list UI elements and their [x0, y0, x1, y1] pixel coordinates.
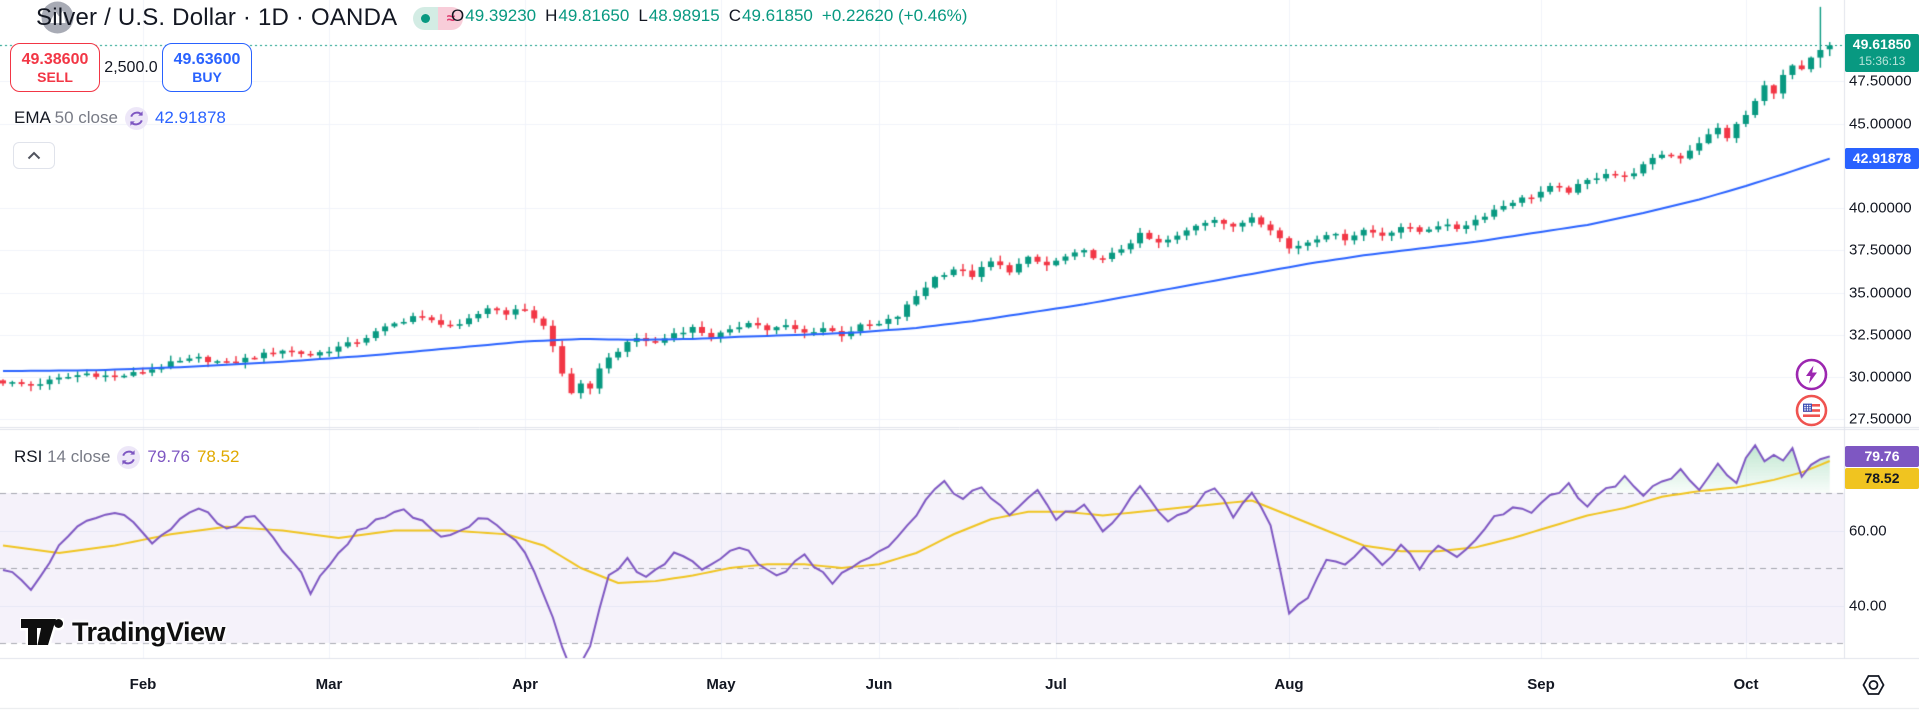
timezone-settings-icon[interactable] [1861, 673, 1886, 697]
ema-params: 50 close [54, 108, 118, 127]
rsi-value-badge: 79.76 [1845, 446, 1919, 467]
tradingview-logo-text: TradingView [72, 617, 226, 647]
price-tick-label: 40.00000 [1849, 199, 1912, 217]
time-axis-month-label[interactable]: May [706, 676, 736, 693]
low-value: 48.98915 [648, 6, 720, 25]
market-open-dot-icon [413, 6, 439, 30]
symbol-logo-icon[interactable] [41, 1, 74, 34]
time-axis-month-label[interactable]: Aug [1274, 676, 1304, 693]
price-tick-label: 27.50000 [1849, 410, 1912, 428]
market-status-pill[interactable]: ≈ [413, 6, 464, 30]
sell-price: 49.38600 [21, 50, 89, 68]
lightning-boost-icon[interactable] [1795, 358, 1828, 391]
high-value: 49.81650 [558, 6, 630, 25]
open-label: O [451, 6, 465, 25]
price-tick-label: 37.50000 [1849, 241, 1912, 259]
low-label: L [638, 6, 648, 25]
refresh-icon[interactable] [124, 106, 148, 130]
rsi-value: 79.76 [147, 447, 190, 466]
delayed-data-icon: ≈ [438, 6, 464, 30]
time-axis-month-label[interactable]: Oct [1733, 676, 1759, 693]
price-tick-label: 30.00000 [1849, 368, 1912, 386]
close-label: C [728, 6, 741, 25]
ohlc-readout: O 49.39230 H 49.81650 L 48.98915 C 49.61850 … [451, 6, 967, 26]
price-tick-label: 47.50000 [1849, 72, 1912, 90]
collapse-pane-button[interactable] [13, 142, 55, 169]
price-tick-label: 32.50000 [1849, 326, 1912, 344]
sell-label: SELL [37, 68, 73, 85]
quantity-field[interactable]: 2,500.0 [104, 59, 158, 76]
tradingview-logo[interactable]: TradingView [20, 617, 226, 648]
ema-name: EMA [14, 108, 50, 127]
change-value: +0.22620 (+0.46%) [821, 6, 968, 25]
price-tick-label: 35.00000 [1849, 284, 1912, 301]
symbol-title[interactable]: Silver / U.S. Dollar · 1D · OANDA [36, 4, 398, 31]
close-value: 49.61850 [741, 6, 813, 25]
rsi-legend-row[interactable]: RSI 14 close 79.76 78.52 [14, 445, 240, 469]
time-axis-month-label[interactable]: Sep [1527, 676, 1555, 693]
sell-button[interactable]: 49.38600 SELL [10, 43, 100, 92]
rsi-ma-value-badge: 78.52 [1845, 468, 1919, 489]
time-axis-month-label[interactable]: Jul [1045, 676, 1067, 693]
price-tick-label: 45.00000 [1849, 115, 1912, 132]
refresh-icon[interactable] [117, 445, 141, 469]
ema-value: 42.91878 [154, 108, 226, 127]
rsi-tick-label: 60.00 [1849, 522, 1887, 539]
high-label: H [545, 6, 558, 25]
time-axis-month-label[interactable]: Jun [865, 676, 893, 693]
time-axis-month-label[interactable]: Feb [129, 676, 157, 693]
bar-countdown: 15:36:13 [1858, 54, 1906, 68]
buy-price: 49.63600 [173, 50, 241, 68]
time-axis-month-label[interactable]: Apr [512, 676, 538, 693]
last-price-badge: 49.61850 15:36:13 [1845, 34, 1919, 72]
open-value: 49.39230 [465, 6, 537, 25]
time-axis-month-label[interactable]: Mar [315, 676, 343, 693]
ema-price-badge: 42.91878 [1845, 148, 1919, 169]
rsi-params: 14 close [47, 447, 111, 466]
buy-button[interactable]: 49.63600 BUY [162, 43, 252, 92]
ema-legend-row[interactable]: EMA 50 close 42.91878 [14, 106, 226, 130]
rsi-tick-label: 40.00 [1849, 597, 1887, 614]
tradingview-mark-icon [20, 617, 64, 647]
buy-label: BUY [192, 68, 222, 85]
rsi-name: RSI [14, 447, 43, 466]
rsi-ma-value: 78.52 [196, 447, 240, 466]
last-price: 49.61850 [1852, 36, 1912, 52]
chevron-up-icon [27, 151, 41, 160]
us-flag-icon[interactable] [1795, 394, 1828, 427]
